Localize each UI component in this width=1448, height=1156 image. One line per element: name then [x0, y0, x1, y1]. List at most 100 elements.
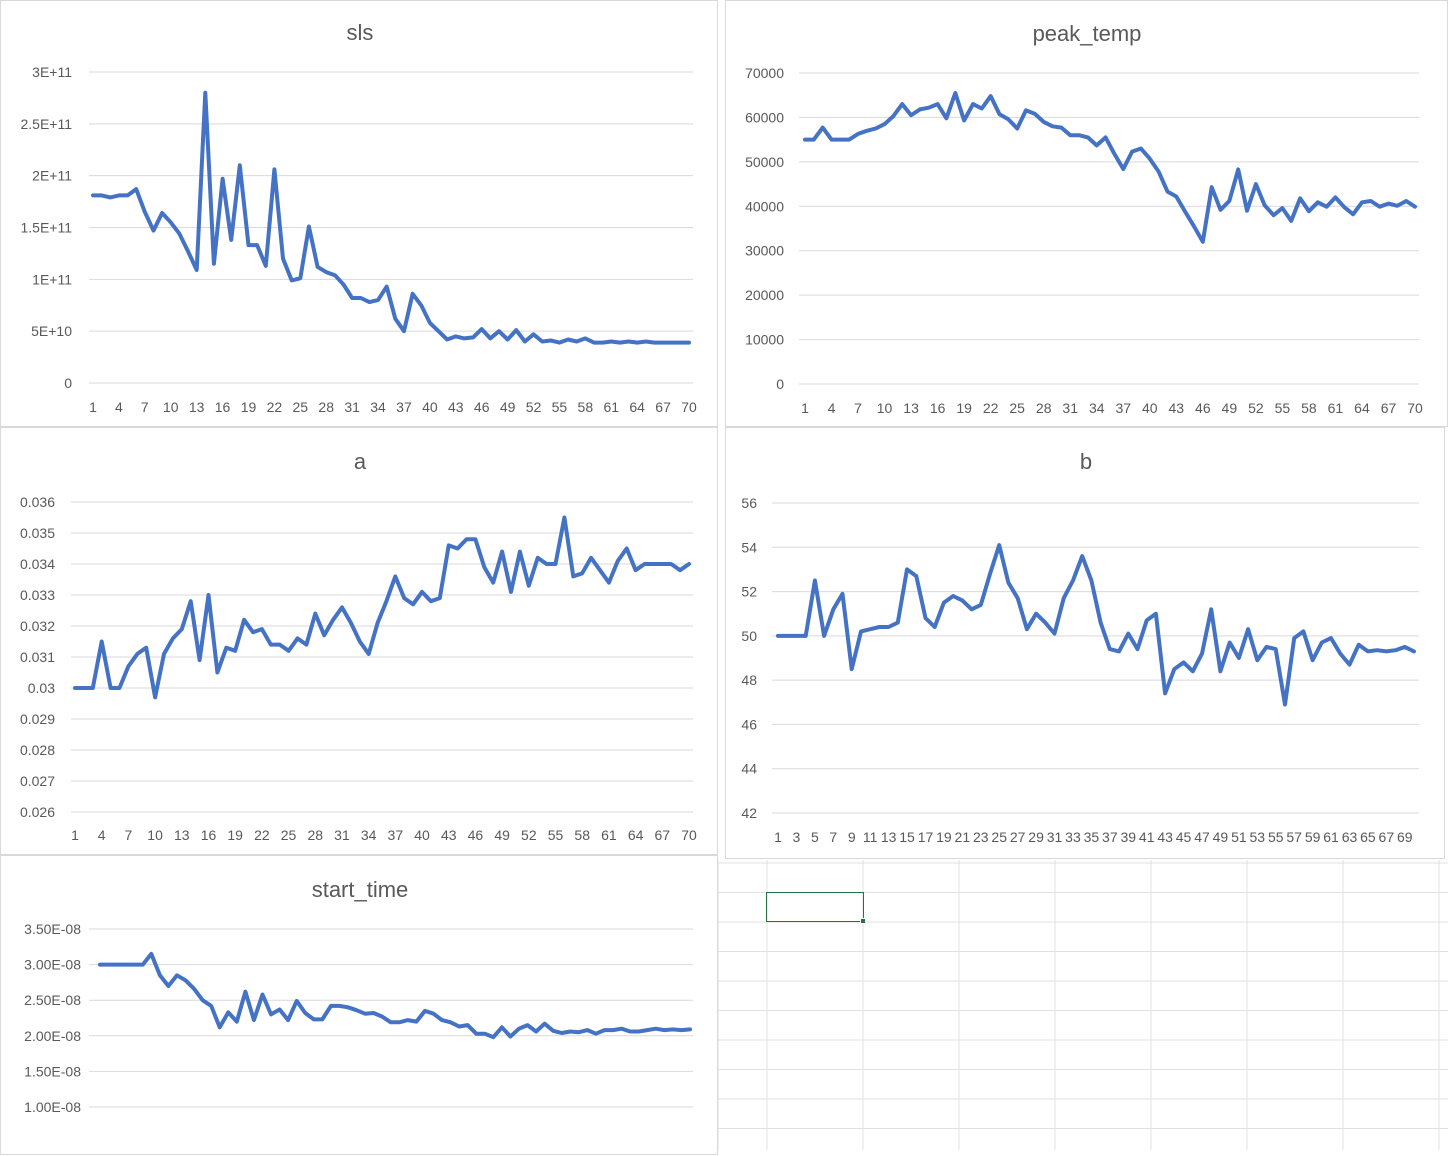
- y-tick-label: 0.032: [20, 618, 55, 634]
- chart-a-plot: a 0.026 0.027 0.028 0.029 0.03 0.031 0.032 0.03…: [20, 449, 697, 843]
- x-tick-label: 27: [1010, 829, 1026, 845]
- x-tick-label: 1: [89, 399, 97, 415]
- y-tick-label: 30000: [745, 243, 784, 259]
- x-tick-label: 31: [334, 827, 350, 843]
- x-tick-label: 61: [1328, 400, 1344, 416]
- x-tick-label: 41: [1139, 829, 1155, 845]
- y-tick-label: 0.029: [20, 711, 55, 727]
- x-tick-label: 19: [956, 400, 972, 416]
- x-tick-label: 70: [1407, 400, 1423, 416]
- x-tick-label: 67: [655, 399, 671, 415]
- x-tick-label: 5: [811, 829, 819, 845]
- x-tick-label: 59: [1305, 829, 1321, 845]
- y-tick-label: 42: [741, 805, 757, 821]
- x-tick-label: 34: [361, 827, 377, 843]
- y-tick-label: 44: [741, 761, 757, 777]
- x-tick-label: 10: [877, 400, 893, 416]
- y-tick-label: 46: [741, 716, 757, 732]
- y-tick-label: 1.50E-08: [24, 1063, 81, 1079]
- x-tick-label: 7: [141, 399, 149, 415]
- chart-start-time-plot: start_time 1.00E-08 1.50E-08 2.00E-08 2.50E…: [24, 877, 693, 1115]
- chart-sls[interactable]: sls 0 5E+10 1E+11 1.5E+11 2E+11 2.5E+11 3E+11 1…: [0, 0, 718, 427]
- x-tick-label: 61: [601, 827, 617, 843]
- x-tick-label: 34: [370, 399, 386, 415]
- x-tick-label: 69: [1397, 829, 1413, 845]
- x-tick-label: 31: [1062, 400, 1078, 416]
- x-tick-label: 28: [307, 827, 323, 843]
- x-tick-label: 13: [189, 399, 205, 415]
- x-tick-label: 37: [1102, 829, 1118, 845]
- x-tick-label: 43: [1157, 829, 1173, 845]
- y-tick-label: 2.5E+11: [20, 116, 72, 132]
- selected-cell[interactable]: [766, 892, 864, 922]
- y-tick-label: 1E+11: [32, 271, 72, 287]
- chart-start-time[interactable]: start_time 1.00E-08 1.50E-08 2.00E-08 2.50E…: [0, 855, 718, 1155]
- chart-title: a: [354, 449, 367, 474]
- chart-a[interactable]: a 0.026 0.027 0.028 0.029 0.03 0.031 0.032 0.03…: [0, 427, 718, 855]
- series-line: [91, 90, 691, 345]
- x-tick-label: 37: [396, 399, 412, 415]
- x-tick-label: 7: [854, 400, 862, 416]
- x-tick-label: 13: [174, 827, 190, 843]
- chart-title: peak_temp: [1033, 21, 1142, 46]
- x-tick-label: 61: [1323, 829, 1339, 845]
- x-tick-label: 10: [163, 399, 179, 415]
- series-line: [776, 543, 1416, 707]
- x-tick-label: 33: [1065, 829, 1081, 845]
- x-tick-label: 16: [215, 399, 231, 415]
- y-tick-label: 2.00E-08: [24, 1028, 81, 1044]
- x-tick-label: 47: [1194, 829, 1210, 845]
- y-tick-label: 70000: [745, 65, 784, 81]
- x-tick-label: 67: [1379, 829, 1395, 845]
- x-tick-label: 57: [1286, 829, 1302, 845]
- series-line: [73, 515, 691, 700]
- y-tick-label: 0.028: [20, 742, 55, 758]
- x-tick-label: 15: [899, 829, 915, 845]
- x-tick-label: 46: [468, 827, 484, 843]
- x-tick-label: 4: [828, 400, 836, 416]
- x-tick-label: 46: [474, 399, 490, 415]
- x-tick-label: 46: [1195, 400, 1211, 416]
- y-tick-label: 50: [741, 628, 757, 644]
- x-tick-label: 67: [1381, 400, 1397, 416]
- x-tick-label: 55: [1268, 829, 1284, 845]
- x-tick-label: 7: [829, 829, 837, 845]
- x-tick-label: 53: [1250, 829, 1266, 845]
- x-tick-label: 58: [578, 399, 594, 415]
- y-tick-label: 1.00E-08: [24, 1099, 81, 1115]
- x-tick-label: 28: [318, 399, 334, 415]
- x-tick-label: 10: [147, 827, 163, 843]
- x-tick-label: 35: [1084, 829, 1100, 845]
- series-line: [98, 951, 692, 1040]
- y-tick-label: 54: [741, 539, 757, 555]
- y-tick-label: 0: [64, 375, 72, 391]
- chart-title: start_time: [312, 877, 409, 902]
- x-tick-label: 9: [848, 829, 856, 845]
- x-tick-label: 1: [774, 829, 782, 845]
- x-tick-label: 40: [414, 827, 430, 843]
- y-tick-label: 0.03: [28, 680, 55, 696]
- y-tick-label: 0.033: [20, 587, 55, 603]
- x-tick-label: 49: [1213, 829, 1229, 845]
- x-tick-label: 22: [267, 399, 283, 415]
- x-tick-label: 43: [448, 399, 464, 415]
- x-tick-label: 49: [494, 827, 510, 843]
- y-tick-label: 20000: [745, 287, 784, 303]
- fill-handle[interactable]: [860, 918, 866, 924]
- y-tick-label: 3.00E-08: [24, 957, 81, 973]
- x-tick-label: 31: [1047, 829, 1063, 845]
- x-tick-label: 13: [903, 400, 919, 416]
- y-tick-label: 60000: [745, 109, 784, 125]
- x-tick-label: 16: [930, 400, 946, 416]
- x-tick-label: 19: [227, 827, 243, 843]
- x-tick-label: 13: [881, 829, 897, 845]
- y-tick-label: 3.50E-08: [24, 921, 81, 937]
- x-tick-label: 70: [681, 827, 697, 843]
- x-tick-label: 37: [1115, 400, 1131, 416]
- x-tick-label: 64: [1354, 400, 1370, 416]
- chart-peak-temp[interactable]: peak_temp 0 10000 20000 30000 40000 50000 6000…: [725, 0, 1448, 427]
- chart-b[interactable]: b 42 44 46 48 50 52 54 56 1 3 5 7 9 11 13 15 17 19 21 23 25 2…: [725, 427, 1445, 859]
- x-tick-label: 43: [441, 827, 457, 843]
- y-tick-label: 0: [776, 376, 784, 392]
